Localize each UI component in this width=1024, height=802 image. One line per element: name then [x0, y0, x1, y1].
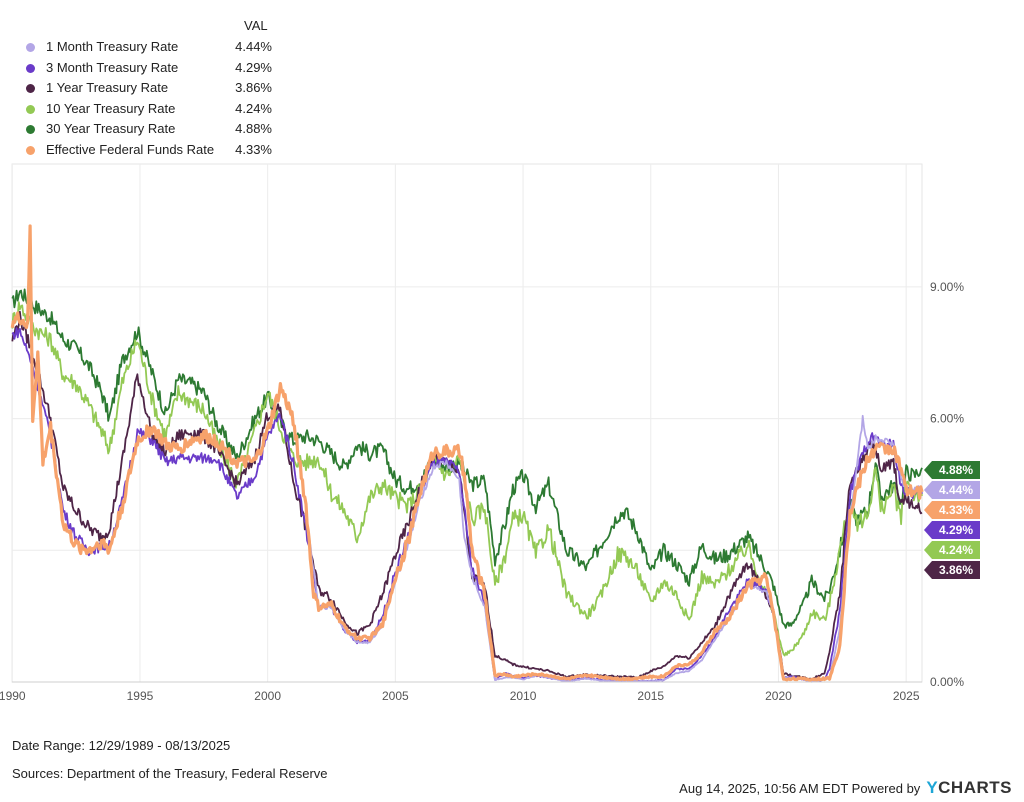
x-tick-label: 2015	[637, 689, 664, 703]
series-line	[11, 301, 923, 657]
legend-swatch	[26, 84, 35, 94]
ycharts-logo[interactable]: YCHARTS	[926, 778, 1012, 797]
legend-item[interactable]: Effective Federal Funds Rate 4.33%	[22, 141, 282, 161]
series-lines	[10, 224, 924, 683]
last-value-flag	[924, 521, 980, 539]
y-tick-label: 9.00%	[930, 280, 964, 294]
legend-item[interactable]: 10 Year Treasury Rate 4.24%	[22, 100, 282, 120]
last-value-label: 4.88%	[939, 463, 973, 477]
last-value-flag	[924, 561, 980, 579]
legend-item[interactable]: 30 Year Treasury Rate 4.88%	[22, 120, 282, 140]
legend-header: VAL	[244, 18, 268, 33]
last-value-label: 4.24%	[939, 543, 973, 557]
legend-swatch	[26, 125, 35, 135]
legend-label: 1 Year Treasury Rate	[46, 80, 169, 96]
last-value-label: 3.86%	[939, 563, 973, 577]
x-tick-label: 2010	[510, 689, 537, 703]
last-value-label: 4.33%	[939, 503, 973, 517]
legend-swatch	[26, 63, 35, 73]
last-value-flags: 4.88% 4.44% 4.33% 4.29% 4.24% 3.86%	[924, 461, 980, 579]
legend-swatch	[26, 104, 35, 114]
legend-swatch	[26, 146, 35, 155]
series-line	[11, 288, 923, 629]
legend-item[interactable]: 1 Year Treasury Rate 3.86%	[22, 79, 282, 99]
legend-value: 4.88%	[235, 121, 272, 137]
legend-label: 10 Year Treasury Rate	[46, 100, 176, 116]
footer-attribution: Aug 14, 2025, 10:56 AM EDT Powered by YC…	[679, 778, 1012, 798]
x-tick-label: 2025	[893, 689, 920, 703]
plot-frame	[11, 163, 923, 683]
legend-swatch	[26, 43, 35, 52]
timestamp: Aug 14, 2025, 10:56 AM EDT Powered by	[679, 780, 921, 796]
legend-value: 4.44%	[235, 39, 272, 54]
last-value-flag	[924, 541, 980, 559]
last-value-label: 4.44%	[939, 483, 973, 497]
x-tick-label: 2000	[254, 689, 281, 703]
axes: 1990 1995 2000 2005 2010 2015 2020 2025 0.00% 6.0…	[0, 280, 964, 703]
x-tick-label: 2020	[765, 689, 792, 703]
y-tick-label: 0.00%	[930, 675, 964, 689]
legend-value: 3.86%	[235, 80, 272, 96]
x-tick-label: 1990	[0, 689, 26, 703]
legend-value: 4.33%	[235, 142, 272, 157]
legend-label: Effective Federal Funds Rate	[46, 142, 215, 157]
legend-label: 1 Month Treasury Rate	[46, 39, 179, 54]
legend-value: 4.24%	[235, 100, 272, 116]
legend-label: 30 Year Treasury Rate	[46, 121, 176, 137]
series-line	[307, 414, 923, 683]
legend-item[interactable]: 3 Month Treasury Rate 4.29%	[22, 59, 282, 79]
last-value-label: 4.29%	[939, 523, 973, 537]
gridlines	[11, 163, 923, 683]
legend-value: 4.29%	[235, 59, 272, 75]
sources: Sources: Department of the Treasury, Fed…	[12, 766, 328, 781]
series-line	[10, 224, 924, 682]
x-tick-label: 1995	[127, 689, 154, 703]
legend-label: 3 Month Treasury Rate	[46, 59, 179, 75]
date-range: Date Range: 12/29/1989 - 08/13/2025	[12, 738, 231, 753]
x-tick-label: 2005	[382, 689, 409, 703]
last-value-flag	[924, 461, 980, 479]
y-tick-label: 6.00%	[930, 412, 964, 426]
last-value-flag	[924, 481, 980, 499]
last-value-flag	[924, 501, 980, 519]
legend-item[interactable]: 1 Month Treasury Rate 4.44%	[22, 38, 282, 58]
